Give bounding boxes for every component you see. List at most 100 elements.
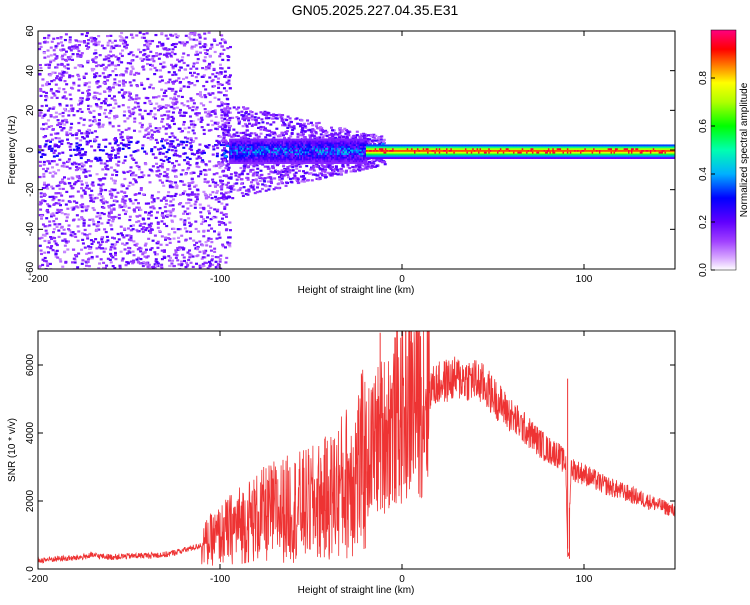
- heatmap-cell: [284, 158, 287, 161]
- heatmap-cell: [305, 164, 309, 168]
- heatmap-cell: [158, 164, 162, 168]
- heatmap-cell: [250, 145, 254, 148]
- heatmap-cell: [287, 145, 290, 148]
- heatmap-cell: [307, 160, 311, 163]
- heatmap-cell: [68, 47, 72, 50]
- heatmap-cell: [111, 218, 115, 221]
- heatmap-cell: [102, 206, 106, 209]
- heatmap-cell: [233, 142, 236, 145]
- heatmap-cell: [301, 142, 305, 145]
- heatmap-cell: [108, 123, 112, 126]
- heatmap-cell: [263, 180, 267, 183]
- heatmap-cell: [253, 191, 257, 195]
- heatmap-cell: [301, 147, 305, 150]
- heatmap-cell: [92, 115, 96, 119]
- heatmap-cell: [303, 172, 307, 175]
- heatmap-cell: [334, 132, 338, 135]
- heatmap-cell: [189, 120, 193, 123]
- heatmap-cell: [142, 87, 146, 90]
- heatmap-cell: [134, 97, 138, 101]
- heatmap-cell: [278, 176, 282, 179]
- heatmap-cell: [310, 147, 314, 150]
- heatmap-cell: [315, 147, 318, 150]
- heatmap-cell: [150, 247, 154, 250]
- heatmap-cell: [147, 54, 151, 57]
- heatmap-cell: [240, 158, 244, 161]
- heatmap-cell: [61, 187, 65, 191]
- heatmap-cell: [309, 168, 313, 171]
- heatmap-cell: [242, 140, 245, 143]
- heatmap-cell: [331, 142, 334, 145]
- heatmap-cell: [242, 152, 245, 155]
- heatmap-cell: [127, 127, 131, 130]
- heatmap-cell: [175, 254, 179, 257]
- heatmap-cell: [227, 236, 231, 239]
- heatmap-cell: [379, 138, 383, 141]
- heatmap-cell: [261, 113, 265, 116]
- heatmap-cell: [355, 130, 359, 133]
- heatmap-cell: [222, 94, 226, 97]
- heatmap-cell: [253, 163, 257, 166]
- heatmap-cell: [83, 190, 87, 194]
- heatmap-cell: [227, 243, 231, 246]
- heatmap-cell: [60, 62, 64, 66]
- heatmap-cell: [267, 113, 271, 116]
- heatmap-cell: [136, 215, 140, 218]
- heatmap-cell: [84, 170, 88, 173]
- heatmap-cell: [143, 109, 147, 112]
- heatmap-cell: [48, 171, 52, 174]
- heatmap-cell: [245, 156, 248, 159]
- heatmap-cell: [221, 123, 225, 126]
- heatmap-cell: [298, 134, 302, 137]
- heatmap-cell: [320, 156, 324, 159]
- heatmap-cell: [71, 186, 75, 190]
- heatmap-cell: [315, 154, 318, 157]
- heatmap-cell: [256, 183, 260, 186]
- heatmap-cell: [301, 176, 305, 179]
- heatmap-cell: [269, 152, 273, 155]
- heatmap-cell: [41, 78, 45, 81]
- heatmap-cell: [44, 63, 48, 66]
- heatmap-cell: [113, 115, 117, 118]
- heatmap-cell: [88, 247, 92, 250]
- heatmap-cell: [224, 196, 228, 199]
- heatmap-cell: [298, 161, 302, 164]
- heatmap-cell: [319, 140, 322, 143]
- heatmap-cell: [95, 229, 99, 232]
- heatmap-cell: [237, 140, 241, 143]
- heatmap-cell: [296, 161, 299, 164]
- heatmap-cell: [76, 206, 80, 209]
- heatmap-cell: [288, 177, 292, 180]
- heatmap-cell: [125, 252, 129, 255]
- heatmap-cell: [84, 209, 88, 212]
- heatmap-cell: [300, 161, 303, 164]
- heatmap-cell: [200, 215, 204, 219]
- heatmap-cell: [204, 241, 208, 244]
- heatmap-cell: [317, 152, 321, 155]
- heatmap-cell: [93, 149, 97, 152]
- heatmap-cell: [49, 72, 53, 76]
- heatmap-cell: [309, 138, 312, 141]
- heatmap-cell: [71, 75, 75, 78]
- heatmap-cell: [256, 147, 260, 150]
- heatmap-cell: [282, 147, 286, 150]
- heatmap-cell: [125, 36, 129, 39]
- heatmap-cell: [220, 217, 224, 220]
- heatmap-cell: [280, 177, 284, 180]
- heatmap-cell: [310, 149, 314, 152]
- heatmap-cell: [106, 41, 110, 44]
- heatmap-cell: [168, 78, 172, 81]
- heatmap-cell: [49, 54, 53, 57]
- heatmap-cell: [161, 152, 165, 155]
- heatmap-cell: [80, 183, 84, 186]
- heatmap-cell: [43, 36, 47, 40]
- heatmap-cell: [151, 87, 155, 90]
- heatmap-cell: [248, 134, 252, 137]
- heatmap-cell: [328, 138, 331, 141]
- heatmap-cell: [280, 154, 283, 157]
- heatmap-cell: [160, 140, 164, 143]
- heatmap-cell: [151, 64, 155, 67]
- heatmap-cell: [287, 156, 290, 159]
- heatmap-cell: [294, 156, 298, 159]
- heatmap-cell: [97, 246, 101, 249]
